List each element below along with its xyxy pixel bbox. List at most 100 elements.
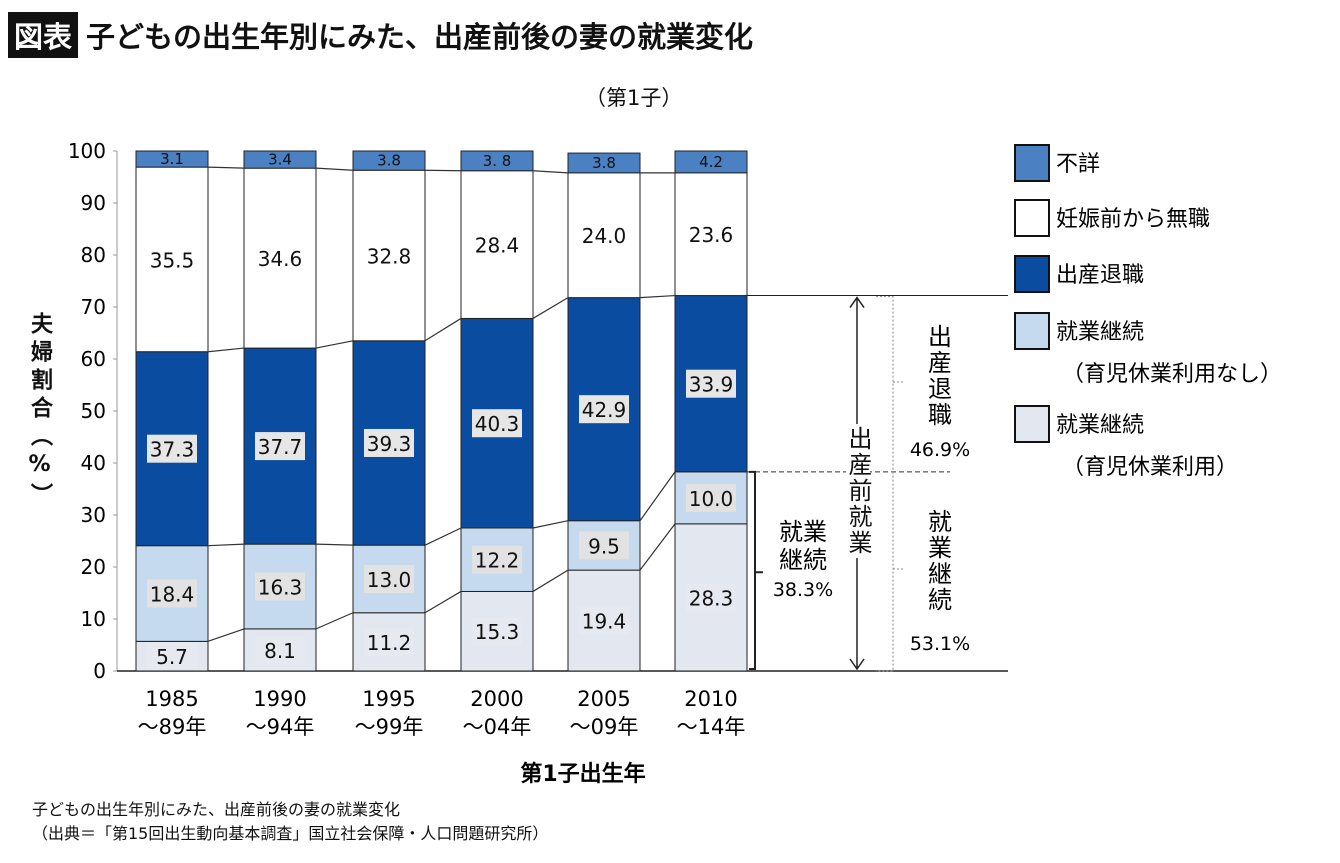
value-label: 19.4 (582, 610, 627, 634)
value-label-bg (472, 545, 522, 574)
connector-line (207, 347, 245, 353)
legend-label: 出産退職 (1056, 263, 1144, 288)
value-label: 37.7 (258, 435, 303, 459)
connector-line (424, 590, 462, 614)
connector-line (639, 294, 676, 299)
value-label-bg (255, 572, 305, 601)
legend-label: 妊娠前から無職 (1056, 207, 1210, 232)
y-tick-label: 60 (81, 347, 106, 371)
value-label: 11.2 (367, 631, 412, 655)
value-label: 15.3 (475, 620, 520, 644)
continued-right-percent: 53.1% (910, 633, 970, 655)
x-tick-label: ～09年 (570, 715, 639, 739)
value-label: 5.7 (156, 645, 188, 669)
continued-right-label: 業 (928, 534, 952, 562)
bar-segment (352, 169, 426, 342)
value-label: 13.0 (367, 568, 412, 592)
y-tick-label: 20 (81, 555, 106, 579)
y-tick-label: 100 (68, 139, 106, 163)
bar-segment (243, 150, 317, 169)
x-tick-label: ～04年 (463, 715, 532, 739)
x-tick-label: 2000 (470, 687, 523, 711)
value-label: 42.9 (582, 398, 627, 422)
connector-line (639, 523, 676, 571)
connector-line (639, 471, 676, 522)
continued-bracket (749, 470, 763, 670)
value-label: 35.5 (150, 248, 195, 272)
y-axis-label: 夫婦割合（%） (27, 312, 52, 511)
value-label: 4.2 (699, 153, 723, 171)
x-tick-label: 2005 (577, 687, 630, 711)
value-label: 28.3 (689, 586, 734, 610)
value-label: 3.4 (268, 151, 292, 169)
legend-swatch (1014, 405, 1050, 443)
connector-line (532, 569, 569, 592)
quit-percent: 46.9% (910, 439, 970, 461)
continued-label: 継続 (779, 546, 827, 574)
value-label-bg (686, 369, 736, 398)
connector-line (315, 167, 354, 171)
connector-line (315, 612, 354, 630)
legend-swatch (1014, 255, 1050, 293)
value-label: 16.3 (258, 576, 303, 600)
connector-line (532, 297, 569, 319)
connector-line (424, 169, 462, 172)
value-label-bg (364, 564, 414, 593)
y-tick-label: 70 (81, 295, 106, 319)
value-label: 23.6 (689, 223, 734, 247)
value-label-bg (147, 642, 197, 671)
bar-segment (243, 167, 317, 349)
quit-label: 産 (928, 349, 952, 377)
y-tick-label: 80 (81, 243, 106, 267)
connector-line (207, 543, 245, 547)
connector-line (315, 543, 354, 546)
y-tick-label: 10 (81, 607, 106, 631)
value-label: 3.1 (160, 150, 184, 168)
value-label: 12.2 (475, 549, 520, 573)
value-label: 32.8 (367, 245, 412, 269)
pre-birth-employment-label: 出産前就業 (844, 424, 872, 558)
continued-right-label: 就 (928, 508, 952, 536)
x-axis-label: 第1子出生年 (520, 761, 645, 787)
y-tick-label: 40 (81, 451, 106, 475)
value-label-bg (579, 606, 629, 635)
connector-line (315, 340, 354, 349)
footer-caption: 子どもの出生年別にみた、出産前後の妻の就業変化 (32, 800, 401, 819)
bar-segment (567, 172, 641, 299)
connector-line (207, 628, 245, 642)
x-tick-label: 1990 (253, 687, 306, 711)
legend-label: 就業継続 (1056, 320, 1144, 345)
x-tick-label: 1985 (145, 687, 198, 711)
value-label-bg (255, 432, 305, 461)
bar-segment (135, 166, 209, 353)
x-tick-label: ～94年 (246, 715, 315, 739)
legend-label: （育児休業利用なし） (1062, 362, 1282, 387)
bar-segment (352, 150, 426, 171)
chart-title: 図表 子どもの出生年別にみた、出産前後の妻の就業変化 (8, 12, 753, 58)
quit-label: 退 (928, 375, 952, 403)
legend-label: （育児休業利用） (1062, 455, 1238, 480)
value-label: 3.8 (592, 154, 616, 172)
continued-label: 就業 (779, 518, 827, 546)
connector-line (424, 317, 462, 342)
chart-subtitle: （第1子） (585, 86, 683, 110)
value-label: 3.8 (377, 152, 401, 170)
bar-segment (460, 170, 534, 319)
y-tick-label: 0 (93, 659, 106, 683)
value-label: 3. 8 (483, 152, 512, 170)
legend-label: 不詳 (1056, 152, 1100, 177)
value-label-bg (686, 583, 736, 612)
bar-segment (567, 152, 641, 174)
value-label-bg (579, 531, 629, 560)
connector-line (424, 527, 462, 546)
value-label: 37.3 (150, 438, 195, 462)
title-text: 子どもの出生年別にみた、出産前後の妻の就業変化 (86, 20, 754, 54)
continued-right-label: 続 (928, 586, 952, 614)
bar-segment (135, 150, 209, 168)
continued-label: 38.3% (773, 579, 833, 601)
value-label: 39.3 (367, 432, 412, 456)
value-label-bg (472, 409, 522, 438)
dotted-bracket (876, 296, 903, 672)
legend-swatch (1014, 144, 1050, 182)
